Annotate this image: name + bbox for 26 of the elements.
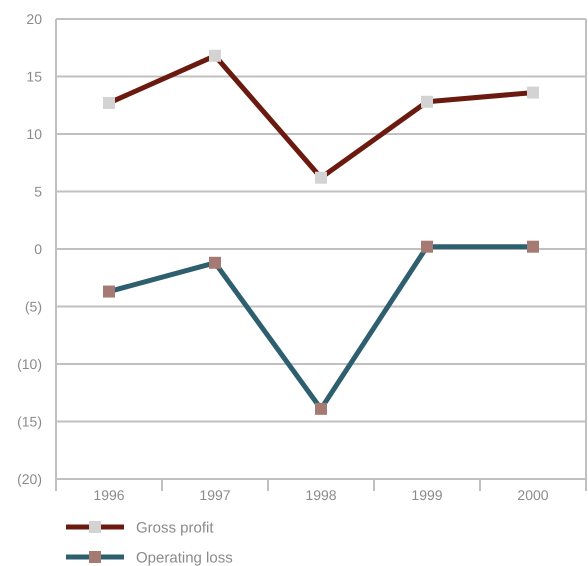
- point: [103, 96, 115, 109]
- y-tick-label: 20: [26, 10, 42, 27]
- point: [315, 402, 327, 415]
- x-tick-label: 2000: [517, 487, 549, 503]
- y-tick-label: (5): [24, 298, 42, 314]
- y-tick-label: 0: [34, 240, 42, 257]
- y-tick-label: (20): [17, 470, 42, 487]
- y-tick-label: 5: [34, 183, 42, 200]
- point: [209, 50, 221, 62]
- legend-label: Gross profit: [136, 519, 214, 536]
- y-tick-label: (10): [17, 356, 42, 372]
- point: [527, 240, 539, 253]
- legend-label: Operating loss: [136, 549, 233, 566]
- x-tick-label: 1996: [93, 487, 125, 503]
- y-tick-label: 15: [26, 68, 42, 84]
- x-tick-label: 1998: [305, 487, 337, 503]
- x-tick-label: 1997: [199, 487, 231, 503]
- point: [421, 240, 433, 253]
- point: [315, 172, 327, 184]
- y-tick-label: 10: [26, 126, 42, 142]
- point: [209, 256, 221, 269]
- y-tick-label: (15): [17, 413, 42, 430]
- x-tick-label: 1999: [411, 487, 443, 503]
- point: [527, 86, 539, 99]
- point: [103, 286, 115, 298]
- point: [421, 96, 433, 108]
